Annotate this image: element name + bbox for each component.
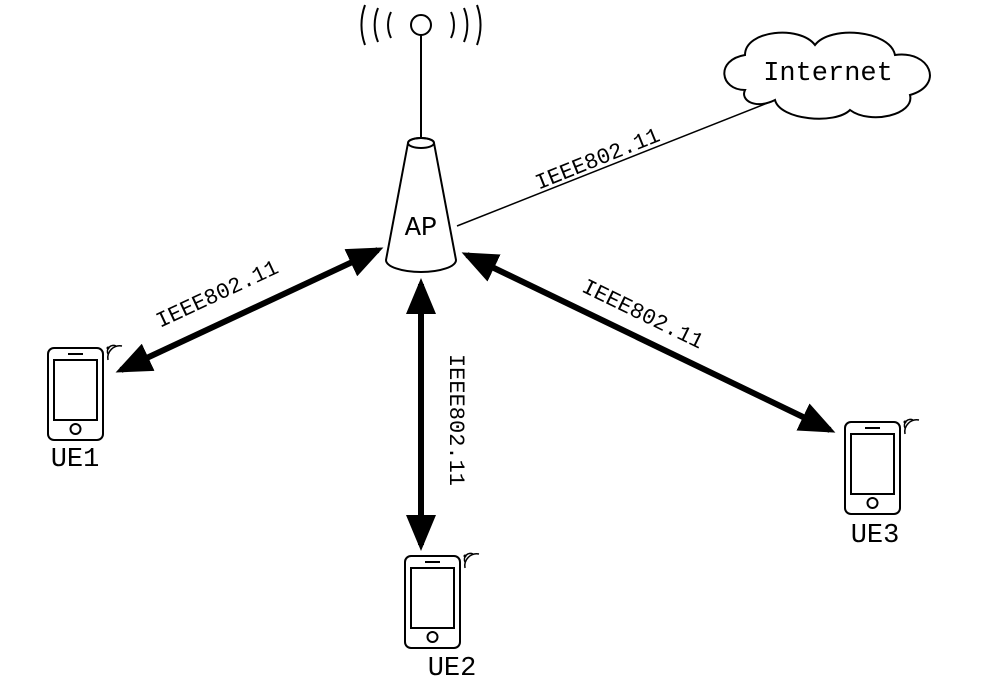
ue1-label: UE1 — [51, 445, 100, 475]
internet-cloud: Internet — [724, 33, 930, 119]
ap-antenna: AP — [362, 5, 481, 272]
ap-label: AP — [405, 214, 437, 244]
link-ap-ue3 — [467, 255, 830, 430]
edge-label-internet: IEEE802.11 — [532, 124, 664, 197]
ue2-label: UE2 — [428, 654, 477, 684]
ue2-phone — [405, 553, 479, 648]
edge-label-ue2: IEEE802.11 — [443, 354, 468, 486]
ue3-label: UE3 — [851, 521, 900, 551]
ue3-phone — [845, 419, 919, 514]
internet-label: Internet — [763, 59, 893, 89]
ue1-phone — [48, 345, 122, 440]
network-diagram: Internet AP IEEE802.11 IEEE802.11 IEEE80… — [0, 0, 1000, 694]
